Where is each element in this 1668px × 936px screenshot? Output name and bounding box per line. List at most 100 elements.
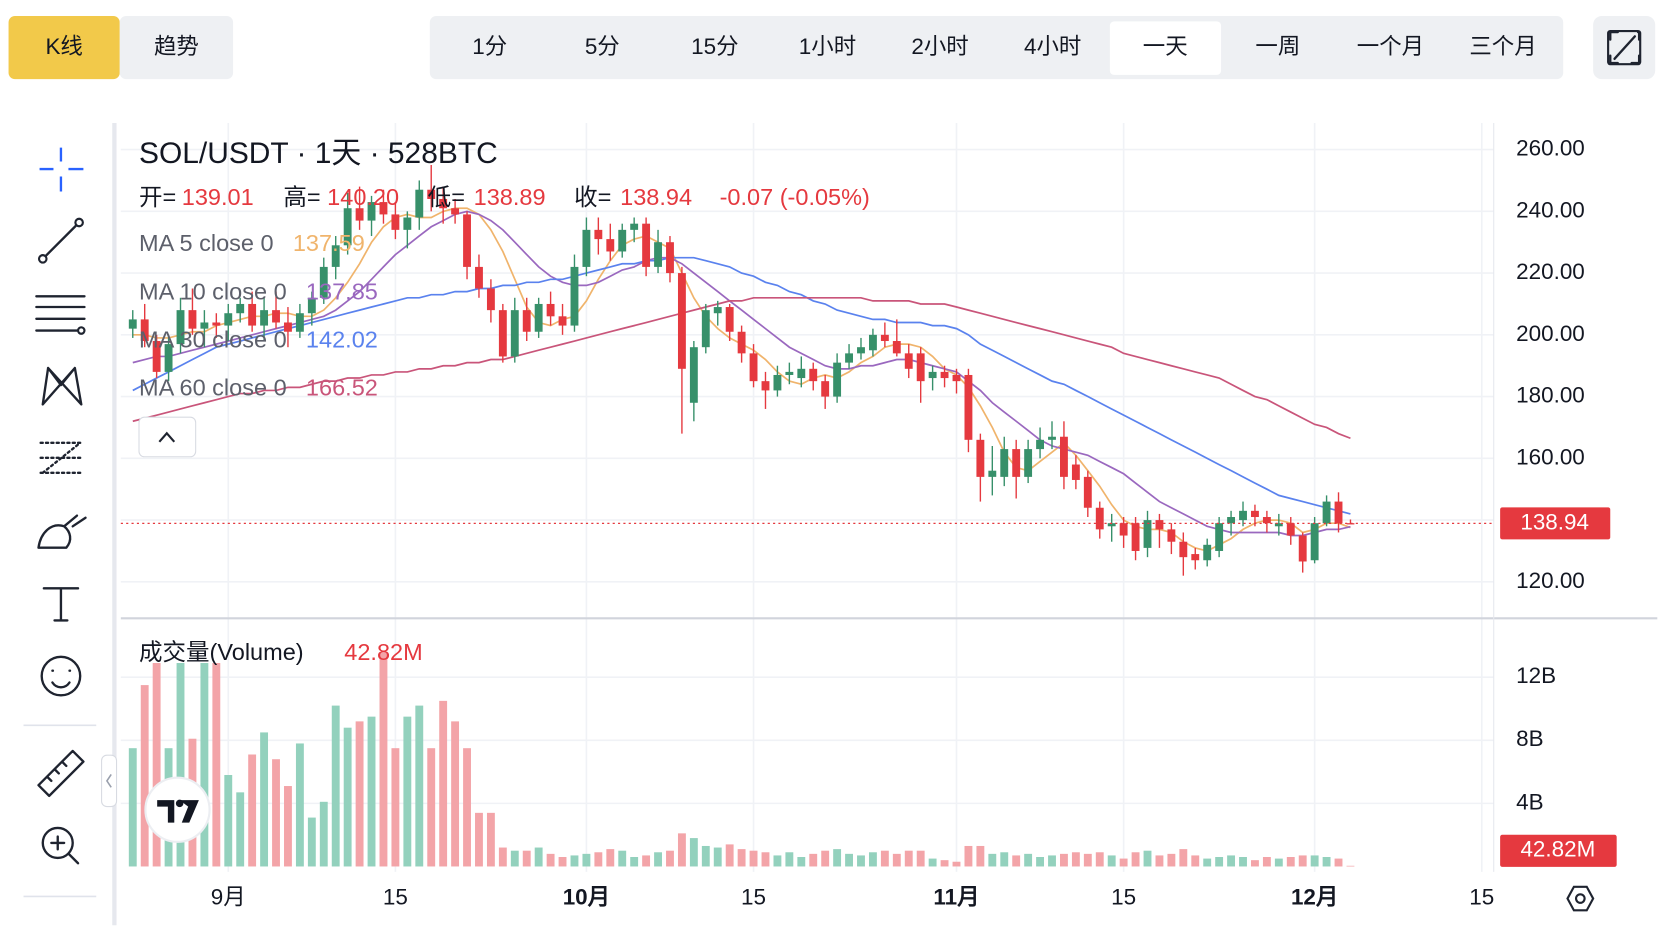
candle-body [439,198,448,209]
volume-bar [821,850,830,867]
interval-button[interactable]: 一个月 [1357,34,1424,59]
volume-bar [976,845,985,867]
volume-bar [498,847,507,867]
text-tool[interactable] [42,587,80,622]
volume-bar [1262,857,1271,867]
candle-body [833,362,842,397]
candle-body [1203,544,1212,561]
volume-bar [439,700,448,867]
candle-body [510,310,519,357]
candle-body [1286,523,1295,536]
candle-body [1060,436,1068,477]
candle-body [140,319,149,342]
last-price-label: 138.94 [1520,509,1589,534]
volume-bar [1227,855,1236,867]
volume-bar [1155,855,1164,867]
volume-bar [857,855,865,867]
y-tick-label: 220.00 [1516,259,1585,284]
candle-body [654,242,662,267]
collapse-toolbar[interactable] [101,754,118,808]
y-tick-label: 180.00 [1516,383,1585,408]
crosshair-tool[interactable] [39,147,84,192]
volume-bar [1012,855,1021,867]
interval-button[interactable]: 4小时 [1024,34,1081,59]
candle-body [1131,523,1140,551]
volume-bar [1119,858,1128,867]
interval-button[interactable]: 三个月 [1469,34,1536,59]
horizontal-lines-tool[interactable] [35,295,86,332]
trend-tab[interactable] [119,16,234,80]
volume-bar [391,748,400,867]
tv-logo[interactable] [144,776,211,843]
volume-bar [355,721,364,867]
interval-button[interactable]: 1分 [472,34,507,59]
candle-body [415,189,424,218]
candle-body [1071,464,1080,480]
tab-label[interactable]: K线 [45,34,82,59]
volume-bar [1036,857,1045,867]
pattern-tool[interactable] [41,366,83,406]
volume-bar [988,853,997,867]
tab-label[interactable]: 趋势 [154,34,199,59]
candle-body [284,322,292,332]
volume-bar [307,817,316,867]
volume-bar [1048,855,1056,867]
volume-bar [1143,850,1152,867]
candle-body [1239,510,1247,521]
interval-button[interactable]: 15分 [691,34,738,59]
fib-tool[interactable] [39,441,85,474]
candle-body [164,344,173,372]
interval-button[interactable]: 5分 [585,34,620,59]
y-tick-label: 240.00 [1516,197,1585,222]
candle-body [570,266,579,326]
volume-bar [630,857,639,867]
plot-area: 9月1510月1511月1512月15120.00140.00160.00180… [120,123,1617,909]
volume-bar [212,663,221,867]
volume-bar [892,853,901,867]
candle-body [403,217,412,230]
volume-bar [1191,855,1200,867]
candle-body [355,208,364,221]
volume-bar [964,845,973,867]
candle-body [1191,554,1200,561]
kline-tab[interactable] [8,16,120,80]
candle-body [1155,520,1164,530]
zoom-tool[interactable] [41,826,74,860]
ruler-tool[interactable] [37,749,85,798]
volume-bar [1334,858,1343,867]
brush-tool[interactable] [37,514,87,549]
volume-bar [1239,857,1247,867]
legend-collapse-button[interactable] [138,416,197,458]
x-tick-label: 11月 [933,884,979,909]
candle-body [868,334,877,351]
candle-body [713,307,722,314]
volume-bar [1179,849,1188,867]
ohlc-value: 140.20 [327,184,399,210]
last-volume-tag [1500,834,1617,867]
candle-body [1143,520,1152,548]
candle-body [976,439,985,477]
volume-bar [785,852,794,867]
settings-button[interactable] [1566,885,1595,912]
interval-button[interactable]: 一天 [1143,34,1188,59]
candle-body [248,303,257,326]
interval-button[interactable]: 1小时 [799,34,856,59]
volume-bar [1131,852,1140,867]
candle-body [630,223,639,230]
interval-button[interactable]: 一周 [1255,34,1300,59]
interval-button[interactable]: 2小时 [911,34,968,59]
ma-line [132,210,1351,537]
volume-bar [1322,857,1331,867]
emoji-tool[interactable] [40,655,82,697]
volume-bar [666,850,674,867]
volume-bar [510,850,519,867]
volume-bar [1024,853,1033,867]
candle-body [534,303,543,332]
volume-bar [1060,853,1068,867]
volume-bar [451,721,460,867]
trend-line-tool[interactable] [41,221,81,261]
ohlc-label: 收= [574,184,611,210]
volume-bar [1203,858,1212,867]
volume-bar [868,852,877,867]
